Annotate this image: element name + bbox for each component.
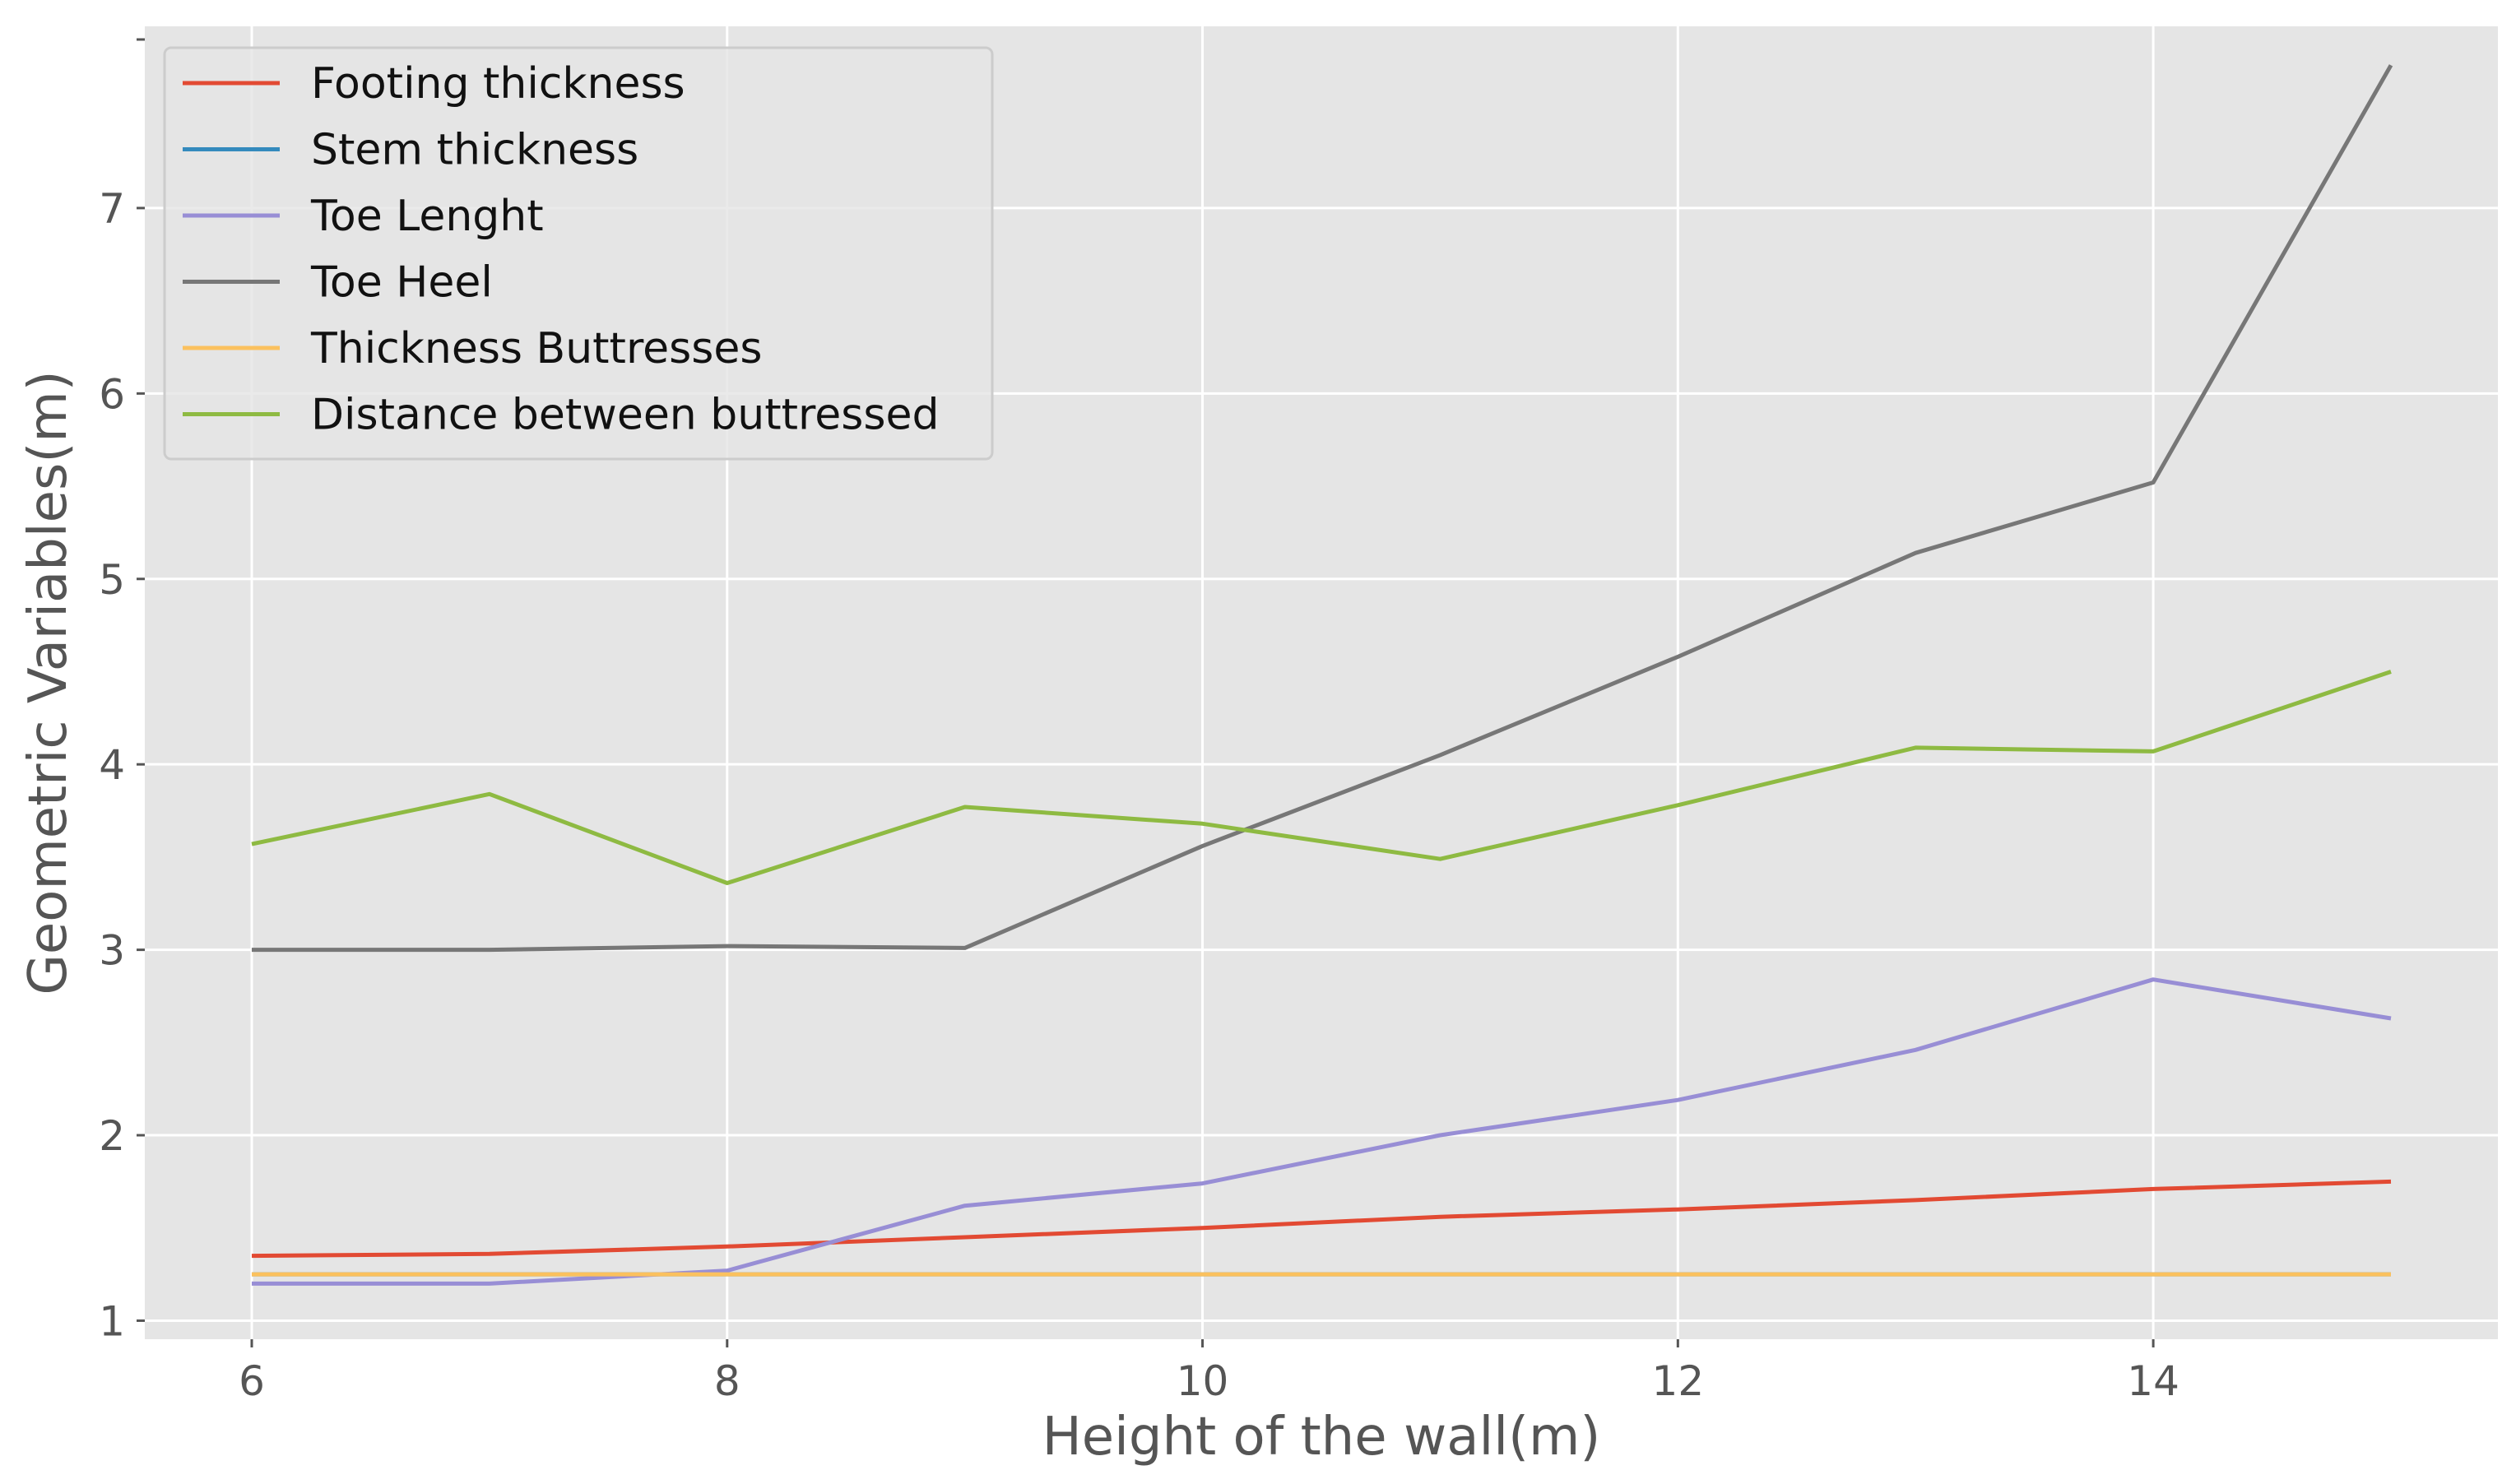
- series-lines: [251, 64, 2393, 1286]
- y-tick-label: 3: [99, 927, 125, 975]
- y-tick-label: 1: [99, 1297, 125, 1345]
- y-tick-label: 5: [99, 556, 125, 604]
- series-line-toe-heel: [252, 64, 2393, 953]
- legend-frame: [163, 46, 994, 461]
- x-axis-label: Height of the wall(m): [1042, 1407, 1601, 1468]
- x-tick-label: 12: [1652, 1357, 1705, 1405]
- x-tick-label: 10: [1177, 1357, 1229, 1405]
- x-tick-label: 8: [714, 1357, 740, 1405]
- series-line-distance-between-buttressed: [251, 670, 2392, 885]
- legend-label: Stem thickness: [311, 126, 638, 175]
- y-tick-label: 6: [99, 370, 125, 418]
- y-tick-label: 7: [99, 185, 125, 233]
- y-axis-label: Geometric Variables(m): [18, 370, 79, 995]
- legend-label: Distance between buttressed: [311, 391, 939, 440]
- x-tick-label: 14: [2127, 1357, 2179, 1405]
- x-tick-label: 6: [239, 1357, 265, 1405]
- series-line-toe-lenght: [252, 977, 2392, 1286]
- legend-label: Toe Lenght: [310, 192, 544, 241]
- y-tick-label: 4: [99, 741, 125, 789]
- legend-label: Thickness Buttresses: [310, 324, 762, 373]
- series-line-footing-thickness: [251, 1179, 2392, 1259]
- legend: Footing thickness Stem thickness Toe Lengh…: [163, 46, 994, 461]
- y-tick-label: 2: [99, 1112, 125, 1160]
- legend-label: Toe Heel: [310, 258, 493, 308]
- legend-label: Footing thickness: [311, 59, 685, 109]
